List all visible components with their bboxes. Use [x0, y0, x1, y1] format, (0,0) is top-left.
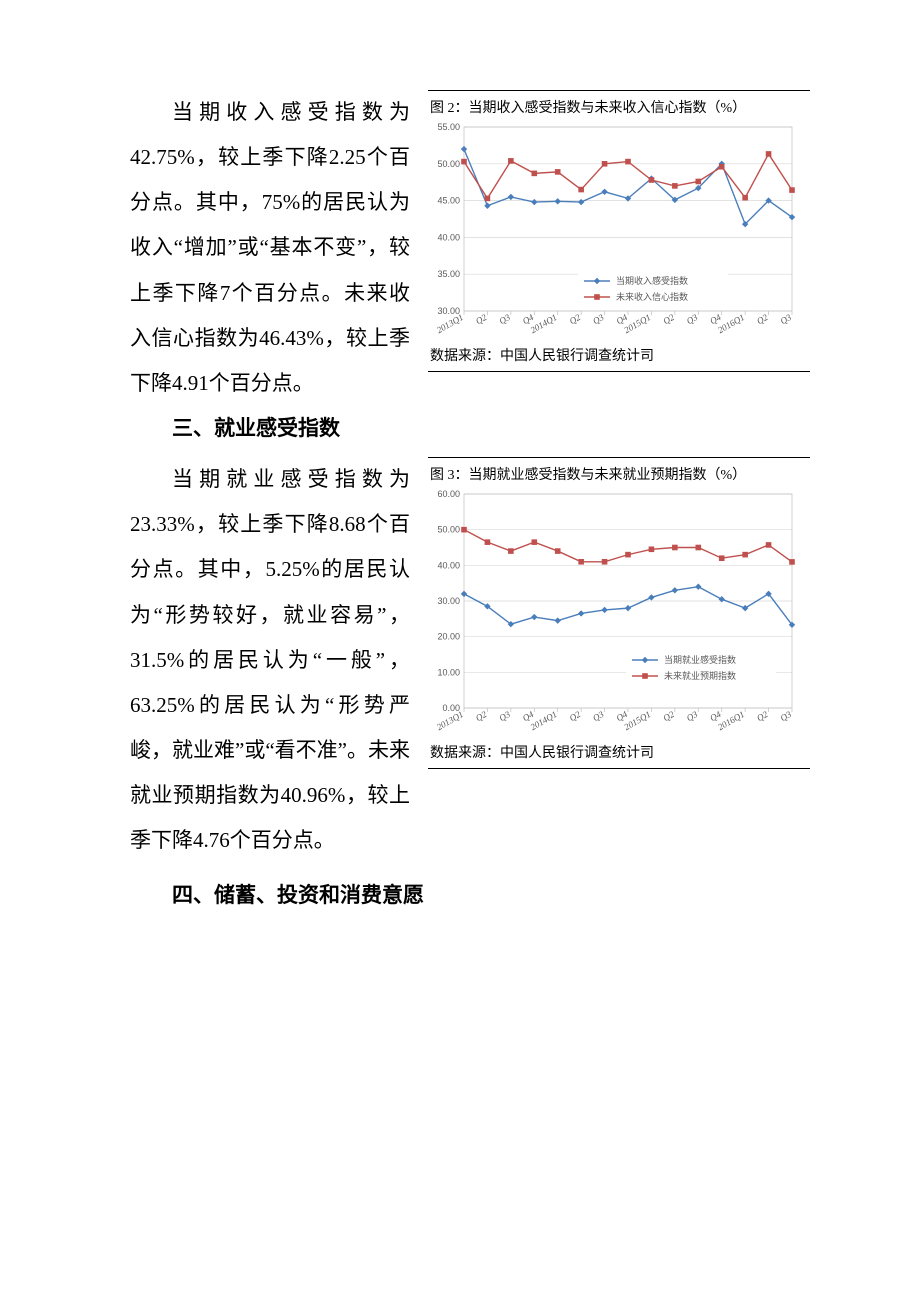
svg-text:Q2: Q2: [661, 709, 676, 723]
income-paragraph: 当期收入感受指数为42.75%，较上季下降2.25个百分点。其中，75%的居民认…: [130, 90, 410, 406]
chart-2-svg: 30.0035.0040.0045.0050.0055.002013Q1Q2Q3…: [428, 121, 800, 341]
svg-text:30.00: 30.00: [437, 596, 460, 606]
svg-text:35.00: 35.00: [437, 269, 460, 279]
employment-chart-column: 图 3：当期就业感受指数与未来就业预期指数（%） 0.0010.0020.003…: [428, 457, 810, 769]
svg-text:未来收入信心指数: 未来收入信心指数: [616, 291, 688, 302]
svg-text:2015Q1: 2015Q1: [622, 709, 652, 732]
chart-3-title: 图 3：当期就业感受指数与未来就业预期指数（%）: [428, 462, 810, 488]
chart-2-source: 数据来源：中国人民银行调查统计司: [428, 341, 810, 367]
svg-text:Q3: Q3: [778, 312, 793, 326]
chart-3-source: 数据来源：中国人民银行调查统计司: [428, 738, 810, 764]
svg-text:未来就业预期指数: 未来就业预期指数: [664, 670, 736, 681]
svg-text:Q3: Q3: [497, 312, 512, 326]
chart-2-box: 图 2：当期收入感受指数与未来收入信心指数（%） 30.0035.0040.00…: [428, 90, 810, 372]
svg-text:Q3: Q3: [685, 312, 700, 326]
svg-text:2014Q1: 2014Q1: [529, 312, 559, 335]
heading-saving-invest-consume: 四、储蓄、投资和消费意愿: [130, 873, 810, 918]
section-income: 当期收入感受指数为42.75%，较上季下降2.25个百分点。其中，75%的居民认…: [130, 90, 810, 451]
svg-text:2015Q1: 2015Q1: [622, 312, 652, 335]
svg-text:Q2: Q2: [661, 312, 676, 326]
employment-paragraph: 当期就业感受指数为23.33%，较上季下降8.68个百分点。其中，5.25%的居…: [130, 457, 410, 863]
svg-text:Q3: Q3: [497, 709, 512, 723]
employment-text-column: 当期就业感受指数为23.33%，较上季下降8.68个百分点。其中，5.25%的居…: [130, 457, 410, 863]
svg-text:2016Q1: 2016Q1: [716, 312, 746, 335]
svg-text:Q2: Q2: [568, 312, 583, 326]
section-employment: 当期就业感受指数为23.33%，较上季下降8.68个百分点。其中，5.25%的居…: [130, 457, 810, 863]
chart-3-svg: 0.0010.0020.0030.0040.0050.0060.002013Q1…: [428, 488, 800, 738]
svg-text:Q2: Q2: [755, 709, 770, 723]
svg-text:40.00: 40.00: [437, 560, 460, 570]
svg-text:Q3: Q3: [685, 709, 700, 723]
svg-text:Q2: Q2: [474, 709, 489, 723]
income-chart-column: 图 2：当期收入感受指数与未来收入信心指数（%） 30.0035.0040.00…: [428, 90, 810, 372]
heading-employment: 三、就业感受指数: [130, 406, 410, 451]
svg-text:当期收入感受指数: 当期收入感受指数: [616, 275, 688, 286]
svg-text:50.00: 50.00: [437, 159, 460, 169]
svg-text:55.00: 55.00: [437, 122, 460, 132]
svg-text:Q2: Q2: [568, 709, 583, 723]
svg-text:2014Q1: 2014Q1: [529, 709, 559, 732]
svg-text:Q2: Q2: [474, 312, 489, 326]
income-text-column: 当期收入感受指数为42.75%，较上季下降2.25个百分点。其中，75%的居民认…: [130, 90, 410, 451]
svg-text:Q2: Q2: [755, 312, 770, 326]
svg-text:Q3: Q3: [591, 709, 606, 723]
svg-text:45.00: 45.00: [437, 196, 460, 206]
svg-text:50.00: 50.00: [437, 525, 460, 535]
svg-text:2016Q1: 2016Q1: [716, 709, 746, 732]
chart-3-box: 图 3：当期就业感受指数与未来就业预期指数（%） 0.0010.0020.003…: [428, 457, 810, 769]
svg-text:20.00: 20.00: [437, 632, 460, 642]
chart-2-title: 图 2：当期收入感受指数与未来收入信心指数（%）: [428, 95, 810, 121]
svg-text:当期就业感受指数: 当期就业感受指数: [664, 654, 736, 665]
svg-text:Q3: Q3: [778, 709, 793, 723]
svg-text:40.00: 40.00: [437, 232, 460, 242]
svg-text:60.00: 60.00: [437, 489, 460, 499]
svg-text:10.00: 10.00: [437, 667, 460, 677]
svg-text:Q3: Q3: [591, 312, 606, 326]
